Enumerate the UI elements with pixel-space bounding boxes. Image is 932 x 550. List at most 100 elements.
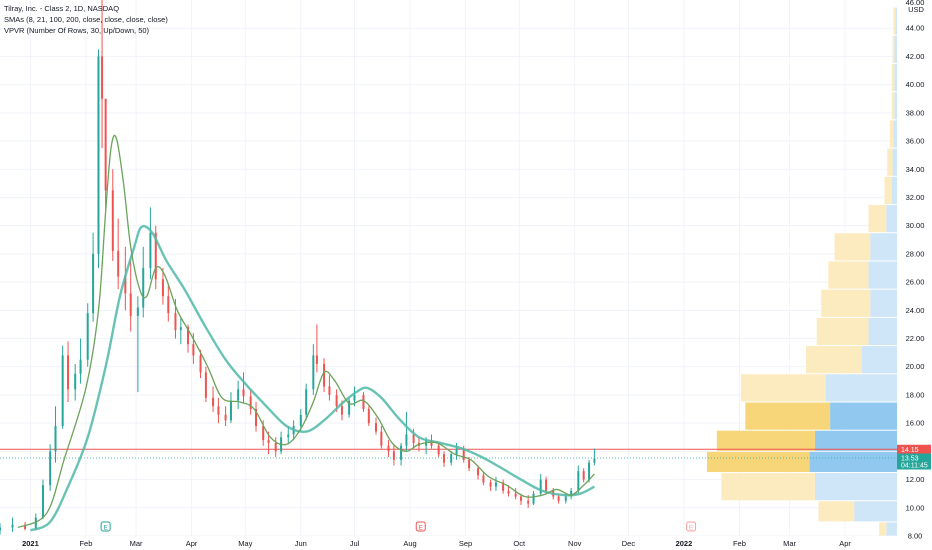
candle-body — [111, 190, 114, 252]
candle-body — [54, 425, 57, 452]
current-price-tag-countdown: 04:11:45 — [901, 462, 928, 469]
candle-body — [154, 232, 157, 280]
earnings-marker — [415, 521, 426, 532]
candle-body — [174, 313, 177, 331]
volume-bar-down — [830, 402, 897, 430]
legend-vpvr-indicator[interactable]: VPVR (Number Of Rows, 30, Up/Down, 50) — [4, 26, 150, 35]
volume-bar-up — [818, 501, 855, 522]
price-tick-label: 36.00 — [906, 137, 925, 146]
volume-bar-up — [891, 63, 895, 92]
volume-bar-up — [889, 120, 894, 148]
candle-body — [34, 517, 37, 529]
time-axis[interactable]: 2021 Feb Mar Apr May Jun Jul Aug Sep Oct Nov Dec 202… — [0, 536, 897, 550]
candle-body — [242, 389, 245, 397]
time-tick-label: 2022 — [676, 539, 693, 548]
candle-body — [489, 482, 492, 487]
candle-body — [11, 524, 14, 528]
candle-body — [287, 434, 290, 438]
candle-body — [532, 493, 535, 504]
volume-bar-down — [892, 148, 897, 176]
candle-body — [539, 479, 542, 494]
price-tick-label: 30.00 — [906, 221, 925, 230]
candle-body — [305, 389, 308, 415]
candle-body — [593, 458, 596, 463]
candle-body — [199, 355, 202, 373]
time-tick-label: Mar — [130, 539, 143, 548]
volume-bar-down — [868, 317, 897, 346]
price-tick-label: 24.00 — [906, 306, 925, 315]
candle-body — [507, 490, 510, 494]
price-tick-label-top: 46.00 — [906, 0, 925, 7]
candle-body — [212, 397, 215, 407]
candle-body — [262, 425, 265, 441]
earnings-marker-label: E — [689, 525, 694, 532]
price-tick-label: 40.00 — [906, 80, 925, 89]
price-tick-label: 8.00 — [908, 532, 923, 541]
candle-body — [49, 451, 52, 486]
current-price-tag-label: 13.53 — [901, 455, 919, 462]
candle-body — [179, 327, 182, 331]
volume-bar-up — [891, 92, 895, 120]
volume-bar-down — [894, 35, 897, 63]
sma-lines — [17, 134, 595, 532]
candle-body — [312, 355, 315, 390]
time-tick-label: Jun — [295, 539, 307, 548]
candle-body — [353, 394, 356, 401]
volume-bar-up — [828, 261, 869, 289]
candle-body — [41, 485, 44, 518]
candle-body — [340, 406, 343, 415]
earnings-marker-label: E — [103, 525, 108, 532]
price-tick-label: 18.00 — [906, 390, 925, 399]
volume-bar-up — [887, 148, 893, 176]
candle-body — [588, 462, 591, 480]
legend-sma-indicator[interactable]: SMAs (8, 21, 100, 200, close, close, clo… — [4, 15, 168, 24]
candle-body — [217, 406, 220, 415]
candle-body — [124, 276, 127, 294]
candle-body — [67, 355, 70, 390]
volume-bar-down — [886, 205, 897, 233]
volume-bar-down — [870, 233, 897, 261]
volume-bar-up — [745, 402, 831, 430]
price-tick-label: 10.00 — [906, 503, 925, 512]
volume-bar-up — [893, 7, 896, 35]
candle-body — [577, 471, 580, 491]
volume-bar-up — [821, 289, 871, 317]
chart-legend: Tilray, Inc. - Class 2, 1D, NASDAQ SMAs … — [4, 3, 168, 36]
candle-body — [129, 293, 132, 316]
time-tick-label: Sep — [459, 539, 472, 548]
volume-bar-up — [884, 176, 892, 205]
earnings-marker-label: E — [419, 525, 424, 532]
candle-body — [367, 409, 370, 424]
candle-body — [387, 445, 390, 452]
price-tick-label: 16.00 — [906, 419, 925, 428]
candle-body — [267, 440, 270, 443]
candle-body — [455, 448, 458, 455]
candle-body — [229, 400, 232, 421]
time-tick-label: Feb — [79, 539, 92, 548]
candle-body — [374, 423, 377, 432]
candle-body — [564, 496, 567, 501]
candle-body — [92, 253, 95, 314]
price-tick-label: 28.00 — [906, 249, 925, 258]
current-price-tag — [897, 453, 931, 470]
volume-bar-down — [814, 430, 897, 451]
time-tick-label: Jul — [350, 539, 360, 548]
candle-body — [335, 394, 338, 407]
price-tick-label: 26.00 — [906, 278, 925, 287]
volume-bar-down — [809, 451, 897, 473]
candle-body — [299, 414, 302, 426]
earnings-marker — [100, 521, 111, 532]
candle-body — [224, 414, 227, 421]
candle-body — [149, 232, 152, 268]
volume-bar-up — [806, 346, 862, 374]
volume-bar-down — [868, 261, 897, 289]
time-tick-label: 2021 — [22, 539, 39, 548]
volume-bar-up — [868, 205, 887, 233]
time-tick-label: Nov — [568, 539, 582, 548]
candle-body — [192, 344, 195, 356]
volume-profile — [707, 7, 897, 536]
legend-symbol[interactable]: Tilray, Inc. - Class 2, 1D, NASDAQ — [4, 4, 120, 13]
